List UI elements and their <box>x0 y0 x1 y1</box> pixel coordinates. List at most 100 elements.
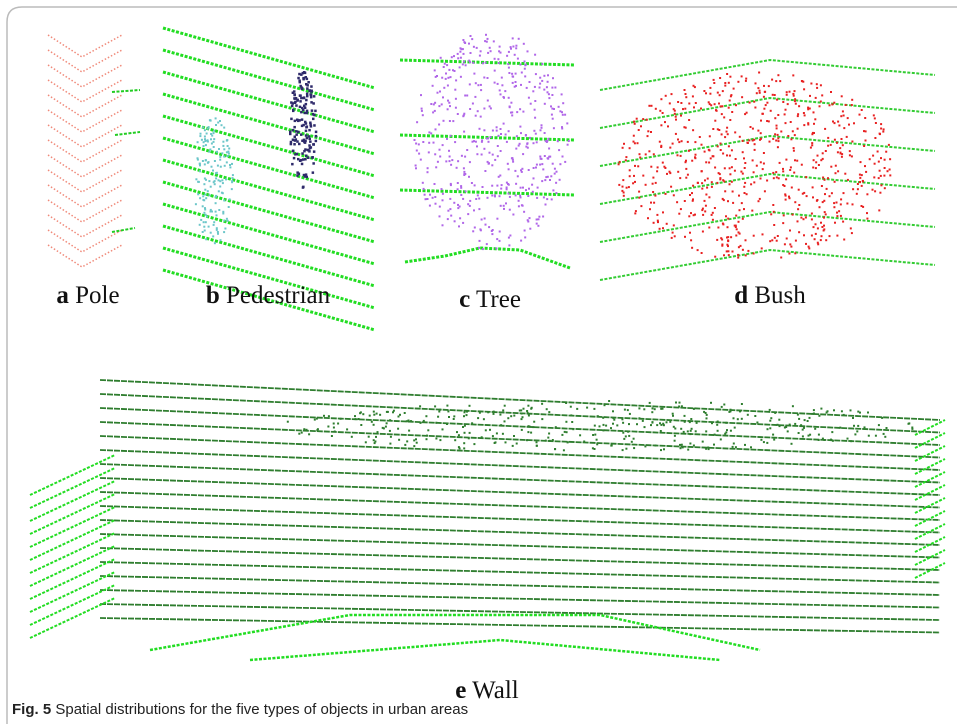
point <box>885 151 887 153</box>
point <box>726 244 728 246</box>
point <box>676 201 678 203</box>
point <box>514 170 516 172</box>
point <box>437 92 439 94</box>
point <box>298 143 301 146</box>
point <box>504 405 506 407</box>
point <box>454 141 456 143</box>
point <box>452 69 454 71</box>
point <box>833 206 835 208</box>
point <box>612 410 614 412</box>
point <box>911 428 913 430</box>
point <box>674 440 676 442</box>
figure-border <box>7 7 957 724</box>
point <box>745 239 747 241</box>
point <box>301 163 304 166</box>
point <box>857 411 859 413</box>
point <box>549 156 551 158</box>
point <box>204 230 206 232</box>
point <box>756 422 758 424</box>
point <box>447 218 449 220</box>
point <box>289 131 292 134</box>
point <box>820 101 822 103</box>
point <box>784 243 786 245</box>
point <box>837 170 839 172</box>
point <box>410 420 412 422</box>
point <box>197 193 199 195</box>
point <box>868 435 870 437</box>
point <box>202 195 204 197</box>
point <box>693 214 695 216</box>
point <box>195 178 197 180</box>
point <box>792 214 794 216</box>
point <box>494 58 496 60</box>
point <box>203 145 205 147</box>
point <box>493 413 495 415</box>
point <box>207 190 209 192</box>
point <box>883 128 885 130</box>
point <box>773 177 775 179</box>
point <box>719 94 721 96</box>
point <box>811 142 813 144</box>
point <box>293 90 296 93</box>
scan-line <box>915 485 945 500</box>
point <box>463 442 465 444</box>
point <box>789 169 791 171</box>
point <box>653 153 655 155</box>
point <box>753 253 755 255</box>
point <box>596 439 598 441</box>
point <box>741 96 743 98</box>
point <box>660 124 662 126</box>
point <box>368 436 370 438</box>
point <box>704 179 706 181</box>
point <box>210 186 212 188</box>
point <box>683 431 685 433</box>
point <box>688 150 690 152</box>
point <box>510 415 512 417</box>
point <box>559 163 561 165</box>
point <box>769 240 771 242</box>
point <box>682 446 684 448</box>
point <box>778 419 780 421</box>
point <box>805 243 807 245</box>
point <box>506 188 508 190</box>
point <box>684 89 686 91</box>
scan-line <box>48 140 122 162</box>
point <box>548 433 550 435</box>
point <box>457 207 459 209</box>
point <box>524 236 526 238</box>
point <box>873 176 875 178</box>
scan-line <box>250 640 720 660</box>
point <box>680 155 682 157</box>
point <box>640 205 642 207</box>
point <box>213 221 215 223</box>
point <box>665 95 667 97</box>
point <box>544 179 546 181</box>
point <box>516 111 518 113</box>
point <box>833 102 835 104</box>
point <box>740 171 742 173</box>
point <box>793 147 795 149</box>
panel-letter: b <box>206 282 220 309</box>
point <box>735 158 737 160</box>
scan-line <box>100 506 940 533</box>
point <box>857 188 859 190</box>
point <box>622 449 624 451</box>
point <box>532 191 534 193</box>
point <box>203 141 205 143</box>
point <box>308 433 310 435</box>
point <box>729 119 731 121</box>
point <box>529 81 531 83</box>
point <box>460 57 462 59</box>
point <box>694 86 696 88</box>
point <box>702 231 704 233</box>
point <box>218 190 220 192</box>
point <box>333 423 335 425</box>
point <box>785 109 787 111</box>
point <box>660 430 662 432</box>
point <box>634 212 636 214</box>
point <box>809 417 811 419</box>
point <box>769 141 771 143</box>
point <box>780 131 782 133</box>
point <box>776 176 778 178</box>
point <box>312 171 315 174</box>
